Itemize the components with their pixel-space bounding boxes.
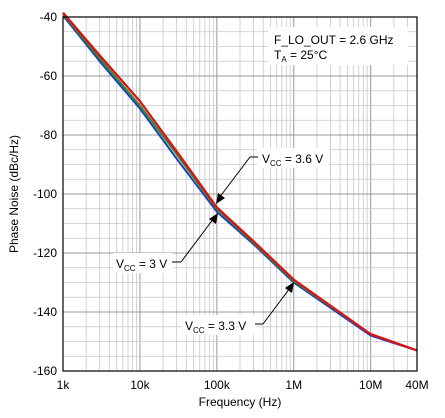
y-tick-label-5: -140 bbox=[33, 305, 57, 319]
callout-vcc-3-6: VCC = 3.6 V bbox=[216, 148, 329, 204]
x-tick-label-5: 40M bbox=[405, 378, 428, 392]
x-axis-label: Frequency (Hz) bbox=[199, 395, 282, 409]
grid-layer bbox=[63, 17, 417, 371]
temp-value: = 25°C bbox=[287, 48, 328, 62]
vcc-symbol-3: V bbox=[185, 319, 193, 333]
x-tick-label-0: 1k bbox=[57, 378, 71, 392]
callout-vcc-3-arrowhead bbox=[209, 213, 218, 224]
plot-frame bbox=[62, 16, 418, 372]
callout-vcc-3-3: VCC = 3.3 V bbox=[182, 282, 294, 335]
callout-vcc-3-text: VCC = 3 V bbox=[116, 257, 167, 273]
y-tick-label-4: -120 bbox=[33, 246, 57, 260]
condition-temperature-text: TA = 25°C bbox=[274, 48, 328, 64]
y-tick-label-2: -80 bbox=[40, 128, 58, 142]
callout-vcc-3-bg bbox=[113, 253, 173, 273]
vcc-3-3-value: = 3.3 V bbox=[205, 319, 247, 333]
series-line-2 bbox=[62, 11, 418, 352]
series-line-0 bbox=[62, 14, 418, 352]
callout-vcc-3-3-arrowhead bbox=[285, 282, 294, 293]
vcc-subscript: CC bbox=[270, 159, 282, 168]
y-axis-label: Phase Noise (dBc/Hz) bbox=[7, 135, 21, 253]
callout-vcc-3-6-arrow bbox=[218, 156, 251, 199]
temp-symbol: T bbox=[274, 48, 282, 62]
x-tick-label-1: 10k bbox=[130, 378, 150, 392]
tick-label-layer: 1k 10k 100k 1M 10M 40M -40 -60 -80 -100 -120 -140 -1… bbox=[33, 10, 429, 392]
vcc-3-value: = 3 V bbox=[136, 257, 168, 271]
condition-annotation: F_LO_OUT = 2.6 GHz TA = 25°C bbox=[268, 27, 408, 65]
y-tick-label-0: -40 bbox=[40, 10, 58, 24]
callout-vcc-3: VCC = 3 V bbox=[113, 213, 218, 273]
y-tick-label-3: -100 bbox=[33, 187, 57, 201]
temp-subscript: A bbox=[281, 55, 287, 64]
callout-vcc-3-3-text: VCC = 3.3 V bbox=[185, 319, 246, 335]
callout-vcc-3-3-arrow bbox=[262, 287, 291, 325]
series-layer bbox=[62, 11, 418, 352]
condition-frequency-text: F_LO_OUT = 2.6 GHz bbox=[274, 33, 394, 47]
callout-vcc-3-6-bg bbox=[257, 148, 329, 168]
vcc-subscript-2: CC bbox=[124, 264, 136, 273]
vcc-symbol-2: V bbox=[116, 257, 124, 271]
callout-vcc-3-6-text: VCC = 3.6 V bbox=[262, 152, 323, 168]
x-tick-label-4: 10M bbox=[359, 378, 382, 392]
y-tick-label-6: -160 bbox=[33, 364, 57, 378]
callout-vcc-3-3-bg bbox=[182, 315, 256, 335]
vcc-subscript-3: CC bbox=[193, 326, 205, 335]
vcc-symbol: V bbox=[262, 152, 270, 166]
callout-vcc-3-arrow bbox=[180, 217, 215, 263]
callout-vcc-3-6-arrowhead bbox=[216, 193, 225, 204]
y-tick-label-1: -60 bbox=[40, 69, 58, 83]
x-tick-label-2: 100k bbox=[204, 378, 231, 392]
vcc-3-6-value: = 3.6 V bbox=[282, 152, 324, 166]
condition-annotation-bg bbox=[268, 27, 408, 65]
x-tick-label-3: 1M bbox=[285, 378, 302, 392]
